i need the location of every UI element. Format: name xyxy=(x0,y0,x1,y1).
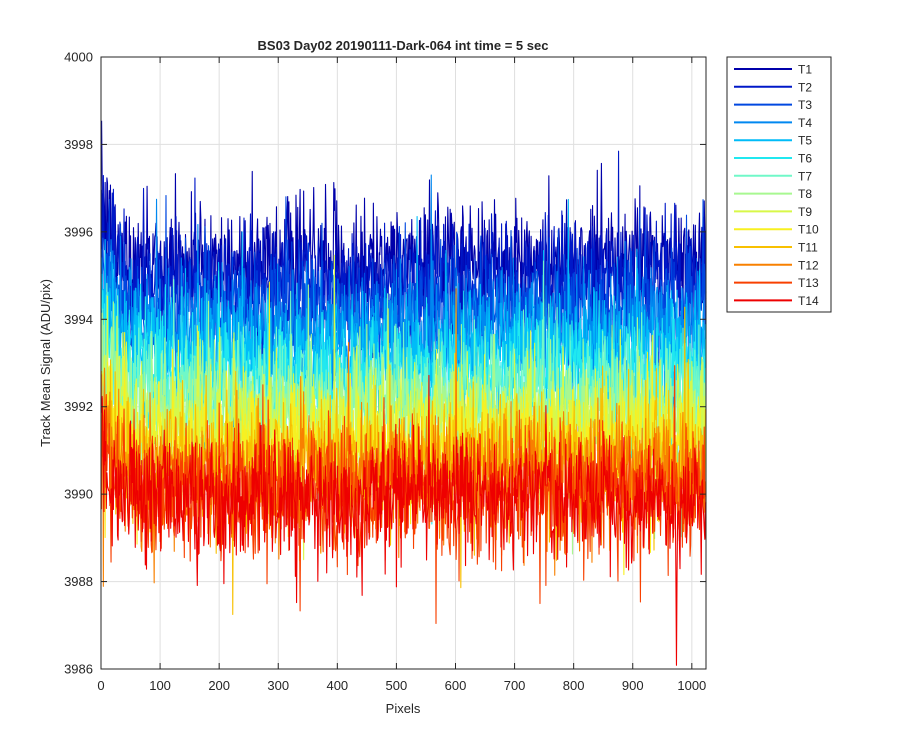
legend-label: T14 xyxy=(798,294,819,308)
y-tick-label: 3996 xyxy=(64,224,93,239)
legend-label: T5 xyxy=(798,134,812,148)
x-tick-label: 0 xyxy=(97,678,104,693)
legend-label: T2 xyxy=(798,80,812,94)
legend-label: T1 xyxy=(798,63,812,77)
y-tick-label: 3994 xyxy=(64,312,93,327)
axes-frame xyxy=(100,56,707,670)
y-tick-label: 3988 xyxy=(64,574,93,589)
x-tick-label: 200 xyxy=(208,678,230,693)
x-tick-label: 600 xyxy=(445,678,467,693)
x-tick-label: 800 xyxy=(563,678,585,693)
legend-label: T6 xyxy=(798,152,812,166)
x-tick-label: 300 xyxy=(267,678,289,693)
y-tick-label: 3990 xyxy=(64,487,93,502)
x-axis-ticks: 0 100 200 300 400 500 600 700 800 900 1000 xyxy=(97,57,706,693)
legend: T1 T2 T3 T4 T5 T6 T7 T8 T9 T10 T11 T12 T13 T14 xyxy=(726,56,832,313)
y-tick-label: 3992 xyxy=(64,399,93,414)
legend-items: T1 T2 T3 T4 T5 T6 T7 T8 T9 T10 T11 T12 T13 T14 xyxy=(734,63,819,308)
x-tick-label: 700 xyxy=(504,678,526,693)
x-tick-label: 900 xyxy=(622,678,644,693)
legend-label: T12 xyxy=(798,258,819,272)
series-line-t14 xyxy=(101,374,707,666)
y-tick-label: 3986 xyxy=(64,662,93,677)
legend-label: T3 xyxy=(798,98,812,112)
legend-box xyxy=(726,56,832,313)
y-tick-label: 4000 xyxy=(64,50,93,65)
legend-label: T9 xyxy=(798,205,812,219)
legend-label: T8 xyxy=(798,187,812,201)
x-tick-label: 1000 xyxy=(677,678,706,693)
legend-label: T10 xyxy=(798,223,819,237)
x-tick-label: 400 xyxy=(326,678,348,693)
y-axis-ticks: 3986 3988 3990 3992 3994 3996 3998 4000 xyxy=(64,50,706,677)
legend-label: T4 xyxy=(798,116,812,130)
x-tick-label: 100 xyxy=(149,678,171,693)
series-line-t1 xyxy=(101,120,707,422)
legend-label: T7 xyxy=(798,169,812,183)
x-tick-label: 500 xyxy=(386,678,408,693)
x-axis-label: Pixels xyxy=(386,701,421,716)
y-tick-label: 3998 xyxy=(64,137,93,152)
y-axis-label: Track Mean Signal (ADU/pix) xyxy=(38,279,53,447)
series-group xyxy=(101,120,707,666)
legend-label: T11 xyxy=(798,241,818,255)
chart-title: BS03 Day02 20190111-Dark-064 int time = … xyxy=(258,38,549,53)
legend-label: T13 xyxy=(798,276,819,290)
series-line-t12 xyxy=(101,288,707,587)
